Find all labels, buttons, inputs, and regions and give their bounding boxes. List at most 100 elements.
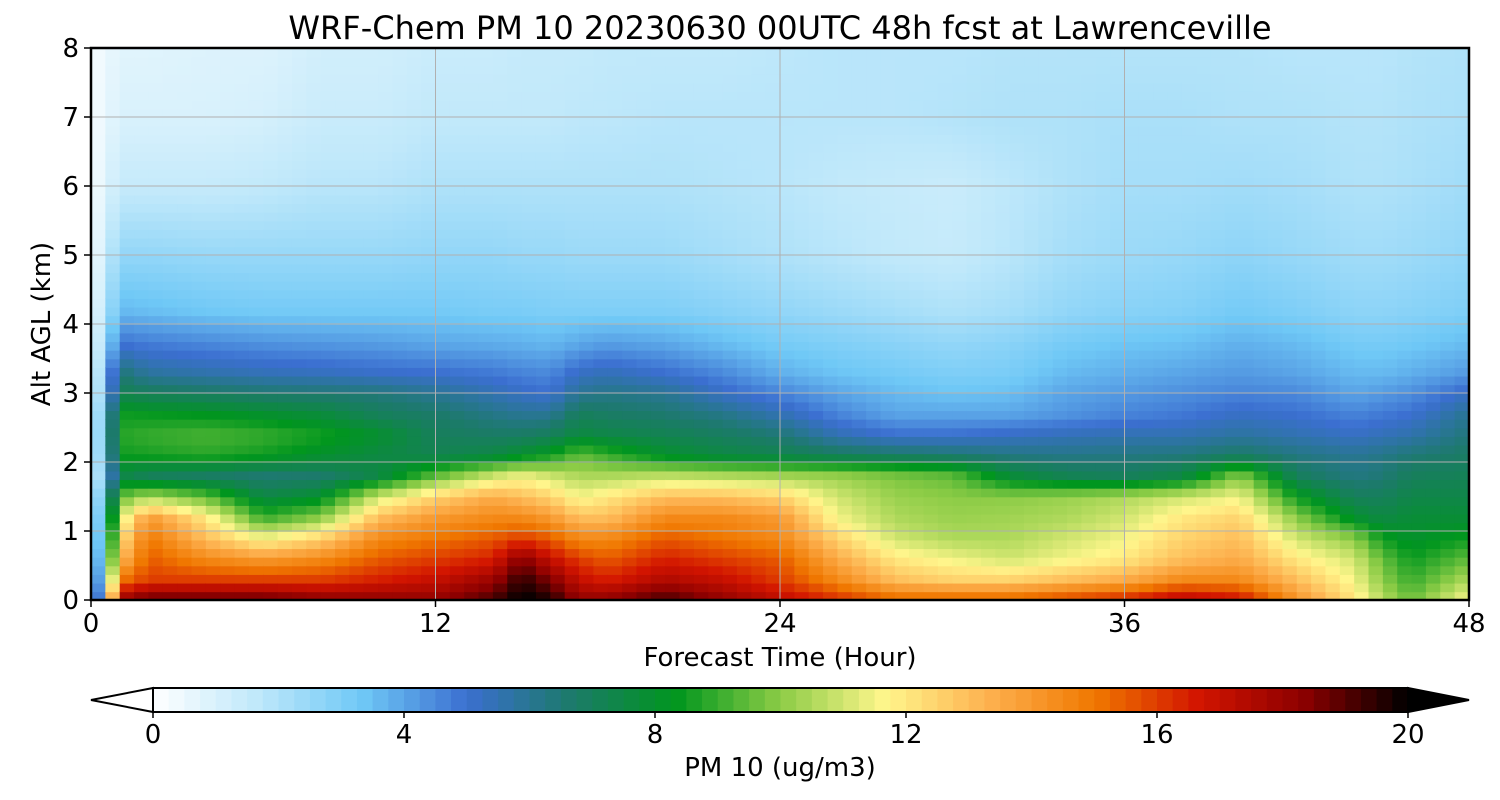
heatmap-cell <box>708 134 724 144</box>
heatmap-cell <box>392 444 408 455</box>
heatmap-cell <box>335 375 351 386</box>
heatmap-cell <box>736 453 753 463</box>
heatmap-cell <box>693 341 710 351</box>
heatmap-cell <box>1052 194 1068 205</box>
heatmap-cell <box>91 401 107 412</box>
heatmap-cell <box>320 539 336 550</box>
heatmap-cell <box>1167 280 1183 291</box>
heatmap-cell <box>923 203 939 213</box>
heatmap-cell <box>277 453 293 463</box>
heatmap-cell <box>1009 462 1025 472</box>
heatmap-cell <box>421 349 437 360</box>
heatmap-cell <box>335 470 351 481</box>
heatmap-cell <box>765 367 781 377</box>
heatmap-cell <box>966 177 982 187</box>
heatmap-cell <box>335 298 351 308</box>
heatmap-cell <box>636 91 652 101</box>
heatmap-cell <box>1110 393 1126 403</box>
heatmap-cell <box>1138 263 1154 274</box>
heatmap-cell <box>1181 117 1198 127</box>
heatmap-cell <box>105 487 121 498</box>
heatmap-cell <box>521 367 537 377</box>
heatmap-cell <box>521 522 537 532</box>
heatmap-cell <box>880 289 896 299</box>
heatmap-cell <box>105 194 121 205</box>
heatmap-cell <box>234 444 250 455</box>
heatmap-cell <box>1038 513 1054 524</box>
heatmap-cell <box>1181 531 1198 541</box>
heatmap-cell <box>665 332 681 343</box>
heatmap-cell <box>177 367 193 377</box>
heatmap-cell <box>1181 341 1198 351</box>
heatmap-cell <box>679 418 695 429</box>
heatmap-cell <box>980 99 997 110</box>
heatmap-cell <box>579 582 595 593</box>
heatmap-cell <box>679 341 695 351</box>
heatmap-cell <box>535 582 552 593</box>
heatmap-cell <box>421 341 437 351</box>
heatmap-cell <box>866 505 882 515</box>
heatmap-cell <box>349 168 365 179</box>
heatmap-cell <box>263 186 279 196</box>
heatmap-cell <box>263 91 279 101</box>
heatmap-cell <box>952 522 968 532</box>
heatmap-cell <box>808 298 824 308</box>
heatmap-cell <box>134 168 150 179</box>
heatmap-cell <box>162 591 178 601</box>
heatmap-cell <box>148 574 164 584</box>
heatmap-cell <box>406 487 422 498</box>
heatmap-cell <box>751 539 767 550</box>
heatmap-cell <box>105 160 121 170</box>
heatmap-cell <box>335 211 351 222</box>
heatmap-cell <box>980 255 997 265</box>
heatmap-cell <box>248 272 265 282</box>
heatmap-cell <box>392 453 408 463</box>
heatmap-cell <box>378 246 394 256</box>
heatmap-cell <box>435 280 451 291</box>
heatmap-cell <box>665 151 681 161</box>
heatmap-cell <box>980 108 997 118</box>
heatmap-cell <box>952 220 968 230</box>
heatmap-cell <box>148 436 164 446</box>
heatmap-cell <box>248 487 265 498</box>
heatmap-cell <box>449 315 465 325</box>
heatmap-cell <box>593 375 609 386</box>
heatmap-cell <box>650 496 666 506</box>
heatmap-cell <box>1024 427 1040 437</box>
heatmap-cell <box>406 125 422 136</box>
heatmap-cell <box>736 280 753 291</box>
heatmap-cell <box>622 505 638 515</box>
heatmap-cell <box>277 462 293 472</box>
heatmap-cell <box>1138 237 1154 248</box>
heatmap-cell <box>765 272 781 282</box>
heatmap-cell <box>823 211 839 222</box>
heatmap-cell <box>177 341 193 351</box>
heatmap-cell <box>464 315 480 325</box>
heatmap-cell <box>607 453 623 463</box>
heatmap-cell <box>1138 531 1154 541</box>
heatmap-cell <box>751 349 767 360</box>
heatmap-cell <box>1167 531 1183 541</box>
heatmap-cell <box>679 177 695 187</box>
heatmap-cell <box>1052 453 1068 463</box>
heatmap-cell <box>521 246 537 256</box>
heatmap-cell <box>277 410 293 420</box>
heatmap-cell <box>1196 479 1212 489</box>
heatmap-cell <box>937 487 954 498</box>
heatmap-cell <box>464 203 480 213</box>
heatmap-cell <box>1138 220 1154 230</box>
heatmap-cell <box>320 410 336 420</box>
heatmap-cell <box>1196 99 1212 110</box>
heatmap-cell <box>636 513 652 524</box>
heatmap-cell <box>823 280 839 291</box>
heatmap-cell <box>263 315 279 325</box>
heatmap-cell <box>335 272 351 282</box>
heatmap-cell <box>421 324 437 334</box>
heatmap-cell <box>923 324 939 334</box>
heatmap-cell <box>722 487 738 498</box>
heatmap-cell <box>478 91 494 101</box>
heatmap-cell <box>1038 151 1054 161</box>
heatmap-cell <box>923 487 939 498</box>
heatmap-cell <box>363 272 379 282</box>
heatmap-cell <box>564 237 580 248</box>
